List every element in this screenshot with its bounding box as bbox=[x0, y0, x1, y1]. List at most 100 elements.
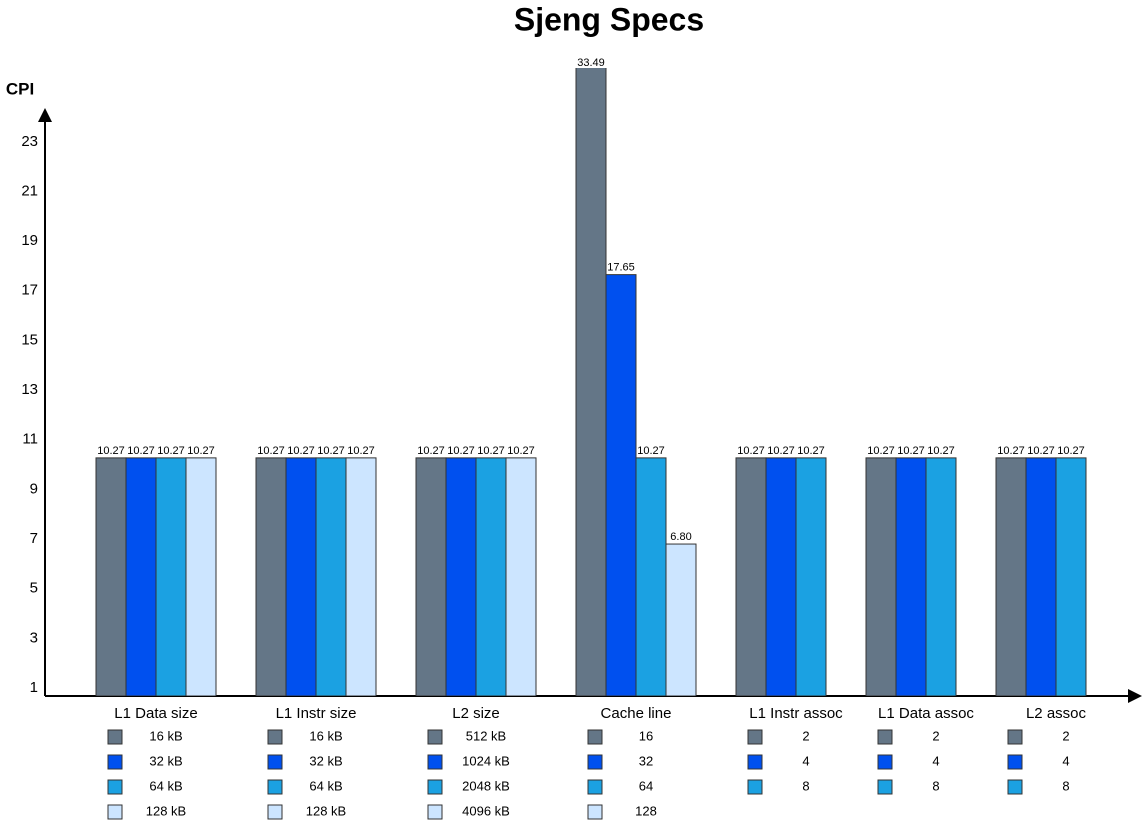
bar bbox=[735, 457, 767, 696]
bar bbox=[285, 457, 317, 696]
bar bbox=[925, 457, 957, 696]
chart-title: Sjeng Specs bbox=[514, 1, 704, 37]
y-tick-label: 7 bbox=[30, 530, 38, 547]
y-tick-label: 15 bbox=[21, 331, 38, 348]
bar bbox=[185, 457, 217, 696]
y-tick-label: 13 bbox=[21, 381, 38, 398]
bar bbox=[605, 274, 637, 696]
bars bbox=[95, 68, 1087, 696]
value-label: 10.27 bbox=[447, 445, 475, 457]
y-tick-label: 19 bbox=[21, 232, 38, 249]
legend-label: 64 bbox=[639, 778, 653, 793]
value-label: 10.27 bbox=[287, 445, 315, 457]
value-label: 10.27 bbox=[417, 445, 445, 457]
bar bbox=[415, 457, 447, 696]
legend-swatch bbox=[107, 779, 123, 795]
bar bbox=[505, 457, 537, 696]
group-label: L1 Data size bbox=[114, 705, 197, 722]
legend-swatch bbox=[1007, 754, 1023, 770]
legend-swatch bbox=[427, 754, 443, 770]
bar bbox=[995, 457, 1027, 696]
legend-swatch bbox=[1007, 729, 1023, 745]
value-label: 17.65 bbox=[607, 262, 635, 274]
group-label: L2 size bbox=[452, 705, 500, 722]
y-tick-label: 17 bbox=[21, 282, 38, 299]
legend-label: 128 kB bbox=[306, 803, 346, 818]
value-label: 33.49 bbox=[577, 57, 605, 69]
bar bbox=[665, 543, 697, 696]
legend-label: 16 kB bbox=[149, 728, 182, 743]
legend-swatch bbox=[427, 779, 443, 795]
y-tick-label: 9 bbox=[30, 480, 38, 497]
group-label: L1 Instr assoc bbox=[749, 705, 843, 722]
legend-label: 2 bbox=[802, 728, 809, 743]
y-tick-label: 21 bbox=[21, 182, 38, 199]
group-label: L1 Instr size bbox=[276, 705, 357, 722]
value-label: 10.27 bbox=[1027, 445, 1055, 457]
legend-swatch bbox=[427, 804, 443, 820]
value-label: 10.27 bbox=[897, 445, 925, 457]
legend-swatch bbox=[267, 754, 283, 770]
value-label: 10.27 bbox=[507, 445, 535, 457]
legend-label: 512 kB bbox=[466, 728, 506, 743]
bar bbox=[865, 457, 897, 696]
bar bbox=[345, 457, 377, 696]
bar bbox=[795, 457, 827, 696]
bar bbox=[895, 457, 927, 696]
bar bbox=[255, 457, 287, 696]
legend-swatch bbox=[747, 754, 763, 770]
legend-swatch bbox=[747, 729, 763, 745]
y-axis-arrow bbox=[38, 108, 52, 122]
legend-swatch bbox=[587, 804, 603, 820]
legend-label: 128 bbox=[635, 803, 657, 818]
legend-swatch bbox=[267, 729, 283, 745]
value-label: 10.27 bbox=[477, 445, 505, 457]
legend-label: 8 bbox=[1062, 778, 1069, 793]
legend-label: 32 kB bbox=[309, 753, 342, 768]
value-label: 10.27 bbox=[637, 445, 665, 457]
legend-label: 16 bbox=[639, 728, 653, 743]
value-label: 10.27 bbox=[317, 445, 345, 457]
legend-label: 32 kB bbox=[149, 753, 182, 768]
legend-swatch bbox=[107, 754, 123, 770]
bar bbox=[475, 457, 507, 696]
value-label: 10.27 bbox=[767, 445, 795, 457]
legend-label: 64 kB bbox=[149, 778, 182, 793]
legend-swatch bbox=[587, 729, 603, 745]
bar bbox=[95, 457, 127, 696]
legend-label: 64 kB bbox=[309, 778, 342, 793]
bar bbox=[155, 457, 187, 696]
legend-label: 4 bbox=[932, 753, 939, 768]
y-axis-label: CPI bbox=[6, 79, 34, 98]
legend-swatch bbox=[587, 779, 603, 795]
legend-swatch bbox=[587, 754, 603, 770]
value-label: 10.27 bbox=[257, 445, 285, 457]
y-tick-label: 3 bbox=[30, 629, 38, 646]
legend-label: 4 bbox=[1062, 753, 1069, 768]
value-label: 10.27 bbox=[97, 445, 125, 457]
value-label: 10.27 bbox=[797, 445, 825, 457]
legend-label: 2048 kB bbox=[462, 778, 510, 793]
bar bbox=[445, 457, 477, 696]
legend-label: 128 kB bbox=[146, 803, 186, 818]
legend-swatch bbox=[877, 779, 893, 795]
value-label: 10.27 bbox=[1057, 445, 1085, 457]
legend-label: 2 bbox=[932, 728, 939, 743]
value-label: 10.27 bbox=[347, 445, 375, 457]
bar bbox=[315, 457, 347, 696]
bar bbox=[575, 68, 607, 696]
legend-swatch bbox=[747, 779, 763, 795]
y-tick-label: 23 bbox=[21, 133, 38, 150]
legend-swatch bbox=[877, 729, 893, 745]
legend-label: 1024 kB bbox=[462, 753, 510, 768]
legend-swatch bbox=[877, 754, 893, 770]
bar bbox=[1025, 457, 1057, 696]
legend-label: 32 bbox=[639, 753, 653, 768]
legend-swatch bbox=[107, 729, 123, 745]
legend-swatch bbox=[427, 729, 443, 745]
group-label: L1 Data assoc bbox=[878, 705, 974, 722]
legend-swatch bbox=[107, 804, 123, 820]
legend-label: 4 bbox=[802, 753, 809, 768]
y-tick-label: 5 bbox=[30, 580, 38, 597]
y-tick-label: 11 bbox=[22, 431, 38, 448]
